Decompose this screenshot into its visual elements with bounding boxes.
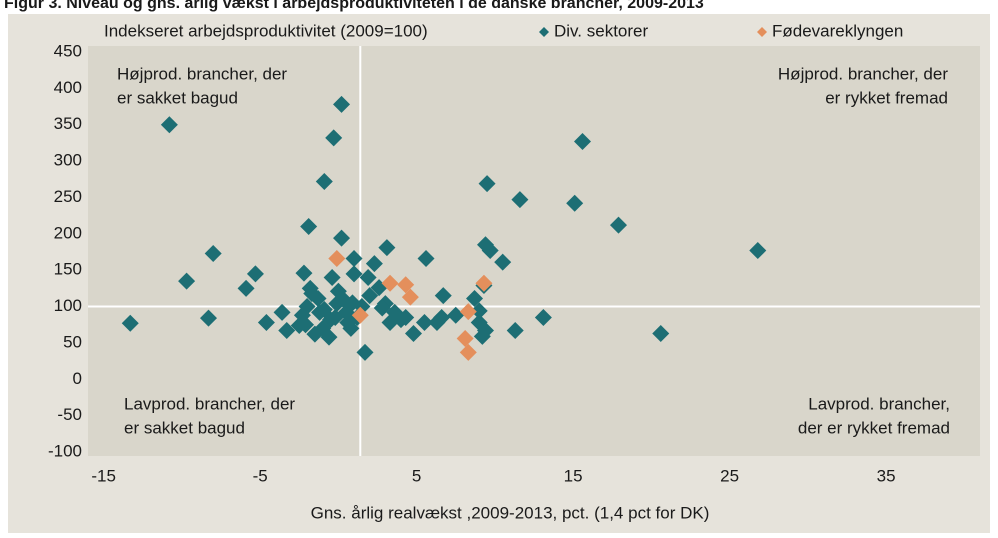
point — [204, 244, 222, 262]
point — [434, 287, 452, 305]
point — [566, 194, 584, 212]
point — [345, 265, 363, 283]
point — [361, 287, 379, 305]
point — [290, 316, 308, 334]
point — [328, 250, 346, 268]
point — [121, 314, 139, 332]
point — [160, 116, 178, 134]
point — [373, 299, 391, 317]
y-axis-label: Indekseret arbejdsproduktivitet (2009=10… — [104, 21, 428, 40]
y-tick-label: 400 — [54, 78, 82, 97]
y-tick-label: -100 — [48, 441, 82, 460]
point — [199, 309, 217, 327]
plot-area — [88, 46, 980, 456]
quadrant-label: Højprod. brancher, der — [778, 64, 948, 83]
legend-marker — [757, 27, 767, 37]
point — [329, 282, 347, 300]
x-tick-label: 5 — [412, 466, 421, 485]
point — [476, 322, 494, 340]
point — [359, 268, 377, 286]
point — [343, 294, 361, 312]
point — [311, 303, 329, 321]
quadrant-label: er rykket fremad — [825, 88, 948, 107]
point — [356, 343, 374, 361]
quadrant-label: Lavprod. brancher, — [808, 394, 950, 413]
quadrant-label: Højprod. brancher, der — [117, 64, 287, 83]
point — [339, 314, 357, 332]
point — [466, 290, 484, 308]
point — [320, 328, 338, 346]
y-tick-label: -50 — [57, 405, 82, 424]
legend-marker — [539, 27, 549, 37]
y-tick-label: 0 — [73, 369, 82, 388]
point — [378, 239, 396, 257]
point — [273, 303, 291, 321]
point — [278, 322, 296, 340]
point — [459, 303, 477, 321]
point — [345, 250, 363, 268]
x-axis-label: Gns. årlig realvækst ,2009-2013, pct. (1… — [311, 503, 710, 522]
point — [459, 343, 477, 361]
point — [506, 322, 524, 340]
y-tick-label: 50 — [63, 332, 82, 351]
y-tick-label: 350 — [54, 114, 82, 133]
point — [381, 274, 399, 292]
quadrant-label: er sakket bagud — [117, 88, 238, 107]
point — [392, 311, 410, 329]
y-tick-label: 100 — [54, 296, 82, 315]
point — [295, 264, 313, 282]
point — [428, 314, 446, 332]
point — [315, 172, 333, 190]
quadrant-label: er sakket bagud — [124, 418, 245, 437]
point — [574, 132, 592, 150]
point — [401, 288, 419, 306]
point — [470, 302, 488, 320]
point — [456, 330, 474, 348]
point — [494, 253, 512, 271]
point — [478, 175, 496, 193]
chart-title: Figur 3. Niveau og gns. årlig vækst i ar… — [4, 0, 704, 12]
point — [301, 279, 319, 297]
point — [257, 314, 275, 332]
point — [333, 95, 351, 113]
y-tick-label: 300 — [54, 151, 82, 170]
point — [405, 324, 423, 342]
point — [323, 268, 341, 286]
point — [365, 255, 383, 273]
legend-label: Fødevareklyngen — [772, 21, 903, 40]
point — [652, 324, 670, 342]
point — [475, 274, 493, 292]
x-tick-label: -15 — [91, 466, 116, 485]
point — [246, 265, 264, 283]
y-tick-label: 150 — [54, 260, 82, 279]
point — [511, 191, 529, 209]
point — [178, 272, 196, 290]
y-tick-label: 250 — [54, 187, 82, 206]
point — [397, 276, 415, 294]
point — [300, 218, 318, 236]
x-tick-label: 35 — [877, 466, 896, 485]
point — [325, 129, 343, 147]
point — [326, 308, 344, 326]
point — [351, 306, 369, 324]
point — [481, 242, 499, 260]
y-tick-label: 200 — [54, 223, 82, 242]
y-tick-label: 450 — [54, 41, 82, 60]
point — [415, 314, 433, 332]
legend-label: Div. sektorer — [554, 21, 648, 40]
point — [417, 250, 435, 268]
quadrant-label: Lavprod. brancher, der — [124, 394, 295, 413]
point — [237, 279, 255, 297]
x-tick-label: -5 — [253, 466, 268, 485]
point — [333, 229, 351, 247]
point — [447, 306, 465, 324]
quadrant-label: der er rykket fremad — [798, 418, 950, 437]
x-tick-label: 25 — [720, 466, 739, 485]
point — [749, 242, 767, 260]
x-tick-label: 15 — [564, 466, 583, 485]
point — [610, 216, 628, 234]
point — [534, 308, 552, 326]
